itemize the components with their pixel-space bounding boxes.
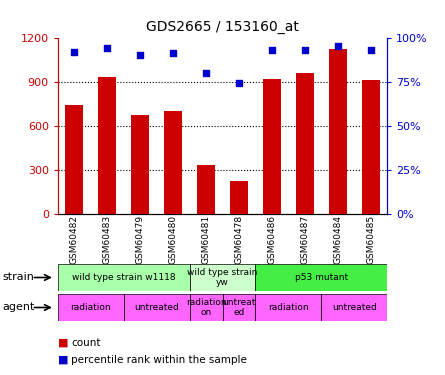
Text: ■: ■: [58, 338, 69, 348]
Point: [268, 47, 275, 53]
Bar: [131, 116, 149, 214]
Bar: [197, 165, 215, 214]
Text: wild type strain
yw: wild type strain yw: [187, 268, 258, 287]
Bar: [190, 294, 222, 321]
Text: count: count: [71, 338, 101, 348]
Point: [367, 47, 374, 53]
Text: untreated: untreated: [134, 303, 179, 312]
Bar: [255, 264, 387, 291]
Bar: [230, 182, 248, 214]
Bar: [124, 294, 190, 321]
Text: radiation: radiation: [70, 303, 111, 312]
Point: [301, 47, 308, 53]
Bar: [58, 294, 124, 321]
Title: GDS2665 / 153160_at: GDS2665 / 153160_at: [146, 20, 299, 34]
Bar: [98, 77, 116, 214]
Point: [235, 80, 243, 86]
Bar: [58, 264, 190, 291]
Text: radiation
on: radiation on: [186, 298, 227, 317]
Bar: [329, 49, 347, 214]
Point: [71, 49, 78, 55]
Text: ■: ■: [58, 355, 69, 365]
Bar: [65, 105, 83, 214]
Bar: [263, 79, 281, 214]
Text: untreat
ed: untreat ed: [222, 298, 255, 317]
Text: wild type strain w1118: wild type strain w1118: [72, 273, 175, 282]
Point: [334, 44, 341, 50]
Bar: [362, 80, 380, 214]
Text: p53 mutant: p53 mutant: [295, 273, 348, 282]
Point: [202, 70, 210, 76]
Text: radiation: radiation: [268, 303, 309, 312]
Point: [170, 50, 177, 56]
Text: strain: strain: [2, 273, 34, 282]
Point: [137, 52, 144, 58]
Bar: [190, 264, 255, 291]
Bar: [222, 294, 255, 321]
Bar: [296, 73, 314, 214]
Text: percentile rank within the sample: percentile rank within the sample: [71, 355, 247, 365]
Text: untreated: untreated: [332, 303, 376, 312]
Text: agent: agent: [2, 303, 35, 312]
Bar: [164, 111, 182, 214]
Bar: [255, 294, 321, 321]
Bar: [321, 294, 387, 321]
Point: [104, 45, 111, 51]
